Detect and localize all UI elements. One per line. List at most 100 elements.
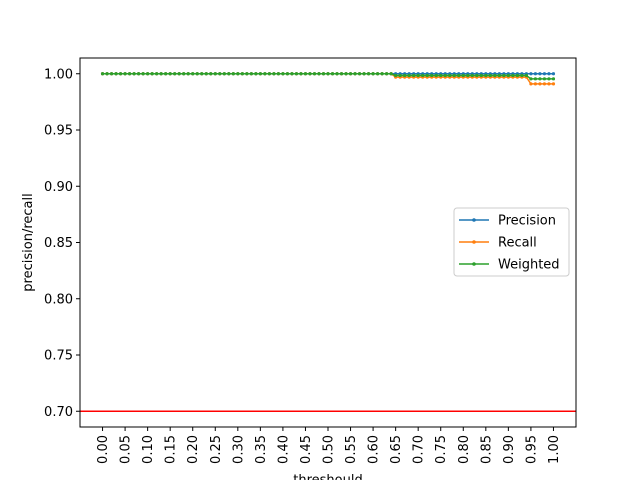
data-point: [403, 73, 407, 78]
data-point: [290, 72, 294, 76]
data-point: [385, 72, 389, 76]
data-point: [222, 72, 226, 76]
data-point: [506, 73, 510, 78]
x-tick-label: 0.95: [524, 435, 539, 464]
data-point: [461, 73, 465, 78]
data-point: [533, 82, 538, 86]
data-point: [132, 72, 136, 76]
data-point: [443, 73, 447, 78]
data-point: [511, 73, 515, 78]
data-point: [155, 72, 159, 76]
data-point: [308, 72, 312, 76]
data-point: [376, 72, 380, 76]
data-point: [209, 72, 213, 76]
data-point: [542, 77, 547, 81]
data-point: [357, 72, 362, 76]
y-axis-label: precision/recall: [21, 193, 36, 291]
data-point: [380, 72, 384, 76]
data-point: [551, 82, 556, 86]
data-point: [551, 72, 556, 76]
data-point: [213, 72, 217, 76]
y-tick-label: 0.80: [44, 292, 73, 307]
data-point: [538, 77, 542, 81]
legend-marker: [472, 240, 476, 244]
data-point: [105, 72, 109, 76]
data-point: [182, 72, 186, 76]
data-point: [520, 73, 524, 78]
data-point: [281, 72, 285, 76]
data-point: [430, 73, 434, 78]
data-point: [227, 72, 231, 76]
data-point: [118, 72, 123, 76]
data-point: [457, 73, 461, 78]
data-point: [502, 73, 506, 78]
legend-item: Weighted: [459, 258, 560, 273]
data-point: [267, 72, 271, 76]
data-point: [249, 72, 253, 76]
data-point: [204, 72, 208, 76]
data-point: [100, 72, 105, 76]
x-tick-label: 0.85: [479, 435, 494, 464]
data-point: [515, 73, 519, 78]
data-point: [258, 72, 262, 76]
data-point: [533, 72, 538, 76]
data-point: [191, 72, 195, 76]
x-tick-label: 0.25: [209, 435, 224, 464]
data-point: [173, 72, 177, 76]
legend-label: Precision: [498, 214, 556, 229]
data-point: [488, 73, 492, 78]
data-point: [538, 82, 542, 86]
data-point: [164, 72, 168, 76]
data-point: [128, 72, 132, 76]
data-point: [448, 73, 452, 78]
y-tick-label: 0.95: [44, 124, 73, 139]
x-tick-label: 0.10: [141, 435, 156, 464]
data-point: [330, 72, 335, 76]
data-point: [231, 72, 235, 76]
x-tick-label: 0.00: [96, 435, 111, 464]
x-tick-label: 0.40: [276, 435, 291, 464]
y-tick-label: 0.90: [44, 180, 73, 195]
data-point: [529, 82, 533, 86]
data-point: [236, 72, 240, 76]
plot-area: [80, 72, 576, 412]
x-tick-label: 0.65: [389, 435, 404, 464]
data-point: [263, 72, 267, 76]
data-point: [547, 72, 551, 76]
data-point: [371, 72, 375, 76]
data-point: [195, 72, 199, 76]
data-point: [493, 73, 497, 78]
data-point: [484, 73, 488, 78]
data-point: [434, 73, 438, 78]
data-point: [150, 72, 154, 76]
x-tick-label: 0.75: [434, 435, 449, 464]
legend: Precision Recall Weighted: [453, 207, 570, 277]
data-point: [470, 73, 474, 78]
data-point: [425, 73, 429, 78]
x-axis-label: threshould: [293, 473, 362, 480]
data-point: [412, 73, 416, 78]
data-point: [218, 72, 222, 76]
y-tick-label: 1.00: [44, 67, 73, 82]
legend-item: Recall: [459, 236, 537, 251]
data-point: [398, 73, 402, 78]
data-point: [551, 77, 556, 81]
data-point: [335, 72, 339, 76]
data-point: [321, 72, 326, 76]
data-point: [339, 72, 344, 76]
data-point: [353, 72, 357, 76]
data-point: [272, 72, 276, 76]
data-point: [407, 73, 411, 78]
data-point: [533, 77, 538, 81]
data-point: [439, 73, 443, 78]
data-point: [421, 73, 425, 78]
y-tick-label: 0.75: [44, 349, 73, 364]
x-tick-label: 0.35: [254, 435, 269, 464]
x-tick-label: 0.15: [164, 435, 179, 464]
x-tick-label: 0.60: [367, 435, 382, 464]
data-point: [109, 72, 114, 76]
legend-item: Precision: [459, 214, 556, 229]
data-point: [245, 72, 249, 76]
x-tick-label: 0.05: [119, 435, 134, 464]
